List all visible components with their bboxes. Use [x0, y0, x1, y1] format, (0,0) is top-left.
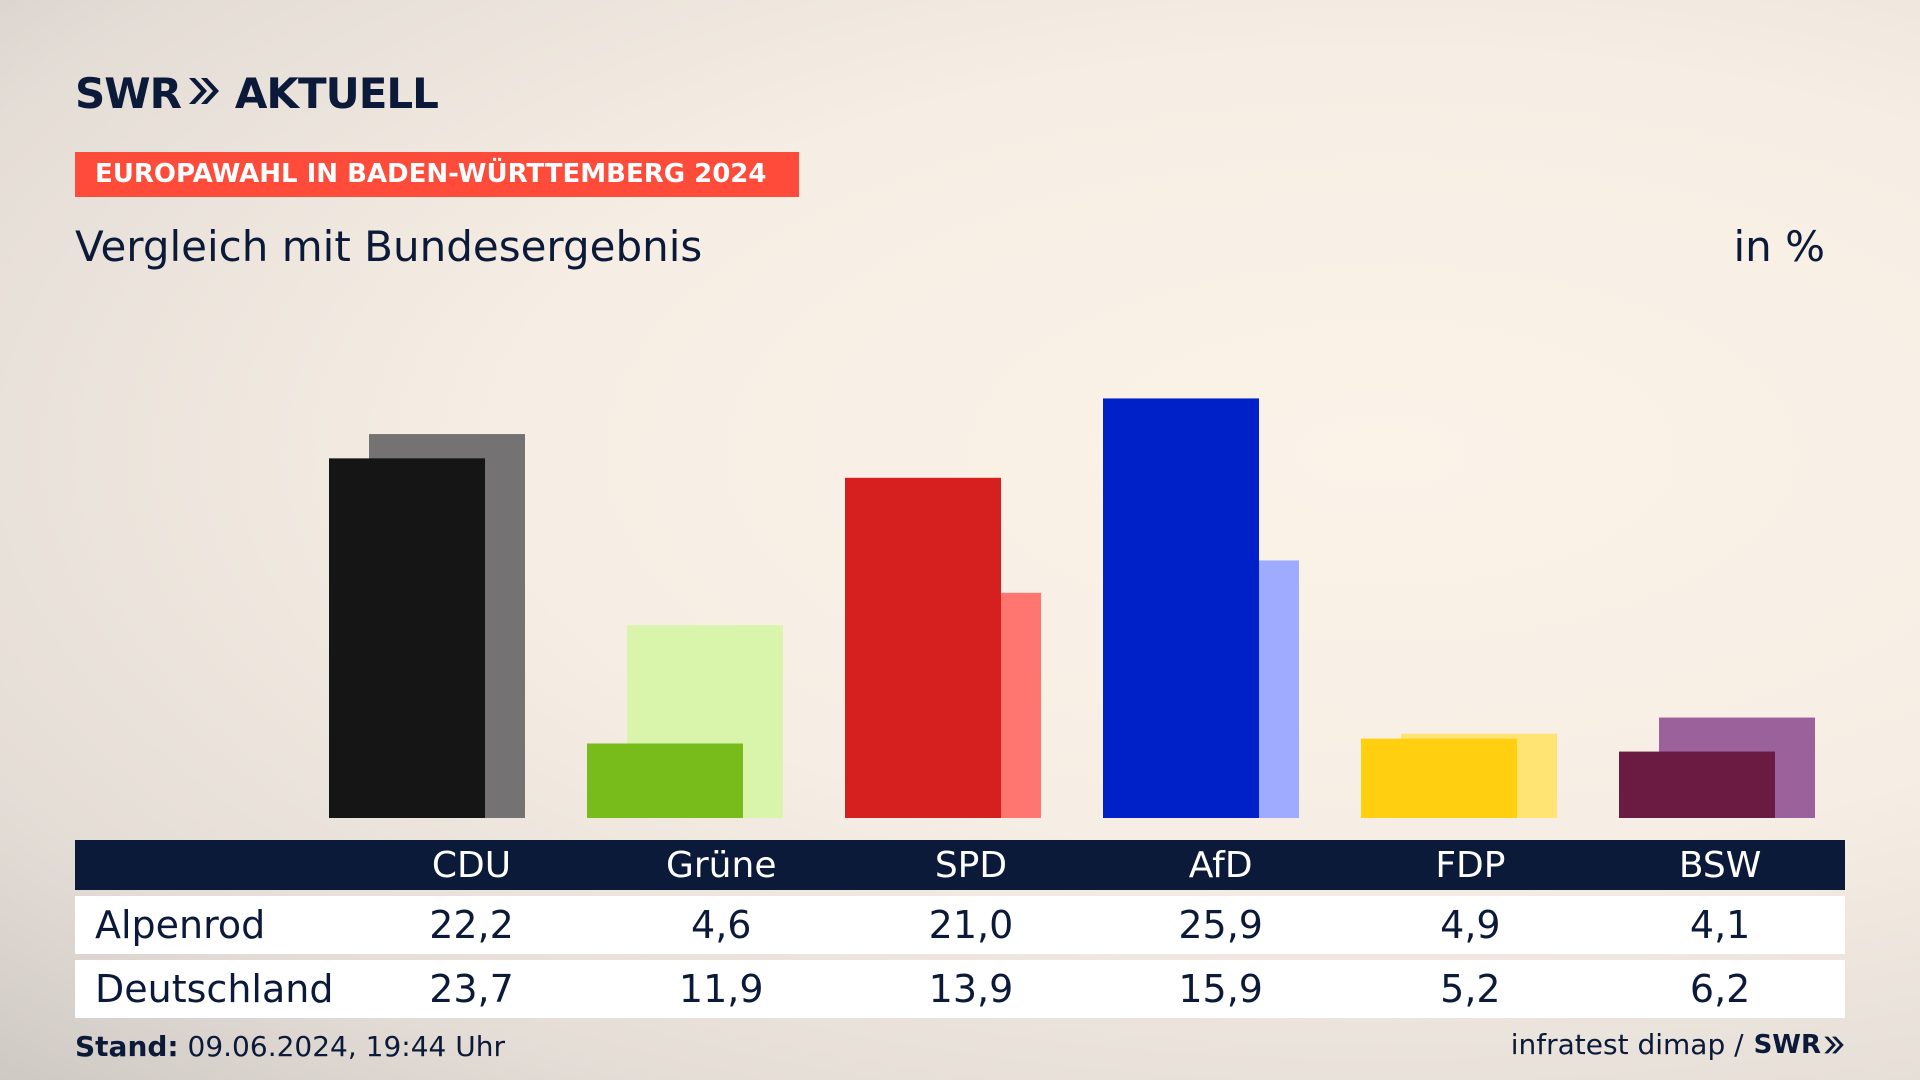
bar-alpenrod-fdp [1361, 738, 1517, 818]
source-text: infratest dimap / [1510, 1028, 1744, 1061]
value-cell: 23,7 [429, 967, 514, 1011]
value-cell: 22,2 [429, 903, 514, 947]
table-header-spacer [75, 840, 347, 890]
timestamp: Stand: 09.06.2024, 19:44 Uhr [75, 1030, 505, 1063]
value-cell: 6,2 [1689, 967, 1751, 1011]
source-credit: infratest dimap / SWR [1511, 1028, 1845, 1061]
value-cell: 5,2 [1440, 967, 1501, 1011]
election-tag: EUROPAWAHL IN BADEN-WÜRTTEMBERG 2024 [75, 152, 799, 197]
logo-swr-text: SWR [75, 68, 182, 118]
bar-alpenrod-afd [1103, 398, 1259, 818]
party-label-spd: SPD [934, 844, 1008, 886]
party-label-bsw: BSW [1678, 844, 1762, 886]
page-title: Vergleich mit Bundesergebnis [75, 222, 703, 271]
row-label: Deutschland [95, 967, 334, 1011]
value-cell: 13,9 [928, 967, 1014, 1011]
bar-alpenrod-bsw [1619, 751, 1775, 818]
row-label: Alpenrod [95, 903, 266, 947]
party-label-afd: AfD [1188, 844, 1253, 886]
stand-label: Stand: [75, 1030, 179, 1063]
bar-alpenrod-cdu [329, 458, 485, 818]
value-cell: 11,9 [678, 967, 764, 1011]
value-cell: 15,9 [1178, 967, 1263, 1011]
bar-chart [329, 398, 1815, 818]
unit-label: in % [1733, 222, 1825, 271]
value-cell: 4,1 [1689, 903, 1751, 947]
double-chevron-icon [1823, 1035, 1845, 1055]
bar-alpenrod-gruene [587, 743, 743, 818]
party-label-gruene: Grüne [665, 844, 777, 886]
bar-alpenrod-spd [845, 477, 1001, 818]
swr-footer-logo-text: SWR [1753, 1029, 1821, 1060]
swr-aktuell-logo: SWR AKTUELL [75, 68, 439, 118]
stand-value: 09.06.2024, 19:44 Uhr [187, 1030, 505, 1063]
value-cell: 4,9 [1440, 903, 1501, 947]
table-row-alpenrod: Alpenrod 22,2 4,6 21,0 25,9 4,9 4,1 [75, 896, 1845, 954]
double-chevron-icon [187, 76, 221, 110]
value-cell: 25,9 [1178, 903, 1263, 947]
value-cell: 21,0 [928, 903, 1014, 947]
value-cell: 4,6 [691, 903, 752, 947]
results-table: CDU Grüne SPD AfD FDP BSW Alpenrod 22,2 … [75, 840, 1845, 1018]
party-label-fdp: FDP [1435, 844, 1506, 886]
logo-aktuell-text: AKTUELL [234, 68, 439, 118]
table-header: CDU Grüne SPD AfD FDP BSW [75, 840, 1845, 890]
party-label-cdu: CDU [431, 844, 512, 886]
table-row-deutschland: Deutschland 23,7 11,9 13,9 15,9 5,2 6,2 [75, 960, 1845, 1018]
